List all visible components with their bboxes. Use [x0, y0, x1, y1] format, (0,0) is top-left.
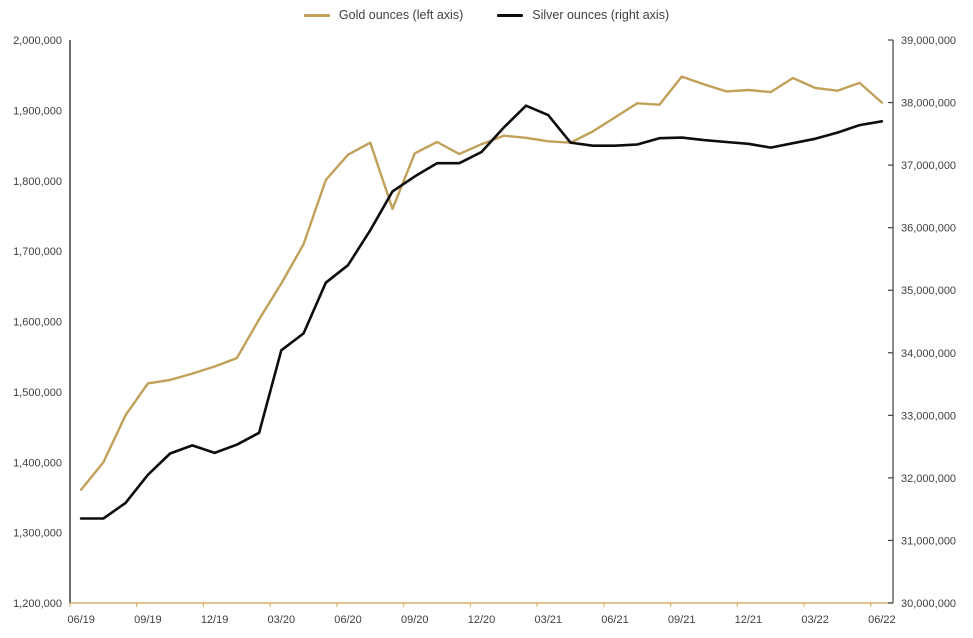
- x-axis-tick-label: 06/21: [601, 614, 629, 626]
- legend-line-swatch: [497, 13, 524, 17]
- y-axis-right-tick-label: 32,000,000: [901, 473, 956, 485]
- legend-line-swatch: [303, 13, 330, 17]
- y-axis-left-tick-label: 1,500,000: [13, 387, 62, 399]
- y-axis-right-tick-label: 30,000,000: [901, 598, 956, 610]
- x-axis-tick-label: 12/20: [468, 614, 496, 626]
- x-axis-tick-label: 06/20: [334, 614, 362, 626]
- legend-item-gold: Gold ounces (left axis): [303, 8, 464, 22]
- legend-label: Silver ounces (right axis): [532, 8, 670, 22]
- y-axis-left-tick-label: 1,800,000: [13, 176, 62, 188]
- x-axis-tick-label: 09/19: [134, 614, 162, 626]
- y-axis-right-tick-label: 33,000,000: [901, 410, 956, 422]
- y-axis-left-tick-label: 1,200,000: [13, 598, 62, 610]
- y-axis-left-tick-label: 1,600,000: [13, 317, 62, 329]
- legend-item-silver: Silver ounces (right axis): [497, 8, 669, 22]
- x-axis-tick-label: 03/22: [801, 614, 829, 626]
- y-axis-right-tick-label: 34,000,000: [901, 348, 956, 360]
- y-axis-right-tick-label: 38,000,000: [901, 98, 956, 110]
- silver-series-line: [79, 104, 884, 520]
- x-axis-tick-label: 09/21: [668, 614, 696, 626]
- x-axis-tick-label: 03/21: [534, 614, 562, 626]
- chart-legend: Gold ounces (left axis) Silver ounces (ri…: [0, 4, 973, 26]
- y-axis-right-tick-label: 35,000,000: [901, 285, 956, 297]
- x-axis-tick-label: 09/20: [401, 614, 429, 626]
- y-axis-left-tick-label: 1,900,000: [13, 105, 62, 117]
- x-axis-tick-label: 12/21: [735, 614, 763, 626]
- x-axis-tick-label: 06/19: [67, 614, 95, 626]
- y-axis-left-tick-label: 1,700,000: [13, 246, 62, 258]
- x-axis-tick-label: 03/20: [268, 614, 296, 626]
- y-axis-right-tick-label: 31,000,000: [901, 535, 956, 547]
- y-axis-right-tick-label: 39,000,000: [901, 35, 956, 47]
- y-axis-left-tick-label: 2,000,000: [13, 35, 62, 47]
- legend-label: Gold ounces (left axis): [338, 8, 464, 22]
- gold-series-line: [79, 75, 884, 491]
- x-axis-tick-label: 12/19: [201, 614, 229, 626]
- y-axis-left-tick-label: 1,300,000: [13, 528, 62, 540]
- x-axis-tick-label: 06/22: [868, 614, 896, 626]
- y-axis-right-tick-label: 37,000,000: [901, 160, 956, 172]
- y-axis-right-tick-label: 36,000,000: [901, 223, 956, 235]
- y-axis-left-tick-label: 1,400,000: [13, 457, 62, 469]
